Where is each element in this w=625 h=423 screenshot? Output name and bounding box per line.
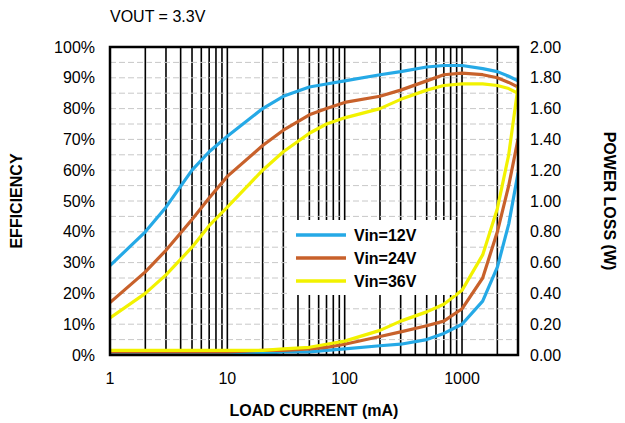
y2-tick-label: 0.00 (530, 347, 561, 364)
minor-grid (110, 308, 518, 309)
y2-tick-label: 0.80 (530, 223, 561, 240)
plot-frame (110, 47, 518, 355)
y-tick-label: 80% (63, 100, 95, 117)
minor-grid (450, 47, 452, 355)
legend-label: Vin=12V (354, 227, 417, 244)
y2-tick-label: 1.00 (530, 193, 561, 210)
y-tick-label: 20% (63, 285, 95, 302)
y-tick-label: 70% (63, 131, 95, 148)
y2-tick-label: 1.80 (530, 69, 561, 86)
y-tick-label: 50% (63, 193, 95, 210)
y2-axis-label: POWER LOSS (W) (601, 132, 618, 271)
minor-grid (145, 47, 147, 355)
x-grid (227, 47, 229, 355)
y2-tick-label: 0.20 (530, 316, 561, 333)
legend-box (290, 220, 455, 295)
power-loss-line (110, 173, 518, 353)
y-grid (110, 108, 518, 109)
y-grid (110, 139, 518, 140)
y-tick-label: 10% (63, 316, 95, 333)
plot-area (110, 47, 518, 355)
minor-grid (110, 154, 518, 155)
y-tick-label: 30% (63, 254, 95, 271)
efficiency-line (110, 65, 518, 265)
x-tick-label: 1000 (444, 370, 480, 387)
minor-grid (297, 47, 299, 355)
x-tick-label: 1 (106, 370, 115, 387)
y2-tick-label: 1.20 (530, 162, 561, 179)
y-grid (110, 170, 518, 171)
y-tick-label: 100% (54, 39, 95, 56)
legend-swatch (296, 256, 346, 260)
minor-grid (333, 47, 335, 355)
minor-grid (215, 47, 217, 355)
legend-swatch (296, 279, 346, 283)
minor-grid (110, 185, 518, 186)
legend-label: Vin=36V (354, 273, 417, 290)
title: VOUT = 3.3V (110, 8, 206, 25)
series-group (110, 65, 518, 353)
efficiency-line (110, 84, 518, 318)
y-tick-label: 0% (72, 347, 95, 364)
power-loss-line (110, 87, 518, 350)
power-loss-line (110, 139, 518, 352)
y2-tick-label: 0.40 (530, 285, 561, 302)
minor-grid (110, 124, 518, 125)
minor-grid (110, 62, 518, 63)
minor-grid (110, 93, 518, 94)
y-tick-label: 90% (63, 69, 95, 86)
y2-tick-label: 1.40 (530, 131, 561, 148)
y2-tick-label: 1.60 (530, 100, 561, 117)
x-tick-label: 10 (218, 370, 236, 387)
minor-grid (110, 339, 518, 340)
x-tick-label: 100 (331, 370, 358, 387)
x-axis-label: LOAD CURRENT (mA) (230, 402, 399, 419)
x-grid (344, 47, 346, 355)
legend: Vin=12V Vin=24V Vin=36V (290, 220, 455, 295)
y-axis-label: EFFICIENCY (8, 153, 25, 248)
y2-tick-label: 0.60 (530, 254, 561, 271)
legend-label: Vin=24V (354, 250, 417, 267)
y-tick-label: 40% (63, 223, 95, 240)
legend-swatch (296, 233, 346, 237)
y-tick-label: 60% (63, 162, 95, 179)
minor-grid (180, 47, 182, 355)
y-grid (110, 77, 518, 78)
y-grid (110, 324, 518, 325)
chart: 0% 10% 20% 30% 40% 50% 60% 70% 80% 90% 100% 0.00 0.2… (0, 0, 625, 423)
y2-tick-label: 2.00 (530, 39, 561, 56)
minor-grid (110, 216, 518, 217)
